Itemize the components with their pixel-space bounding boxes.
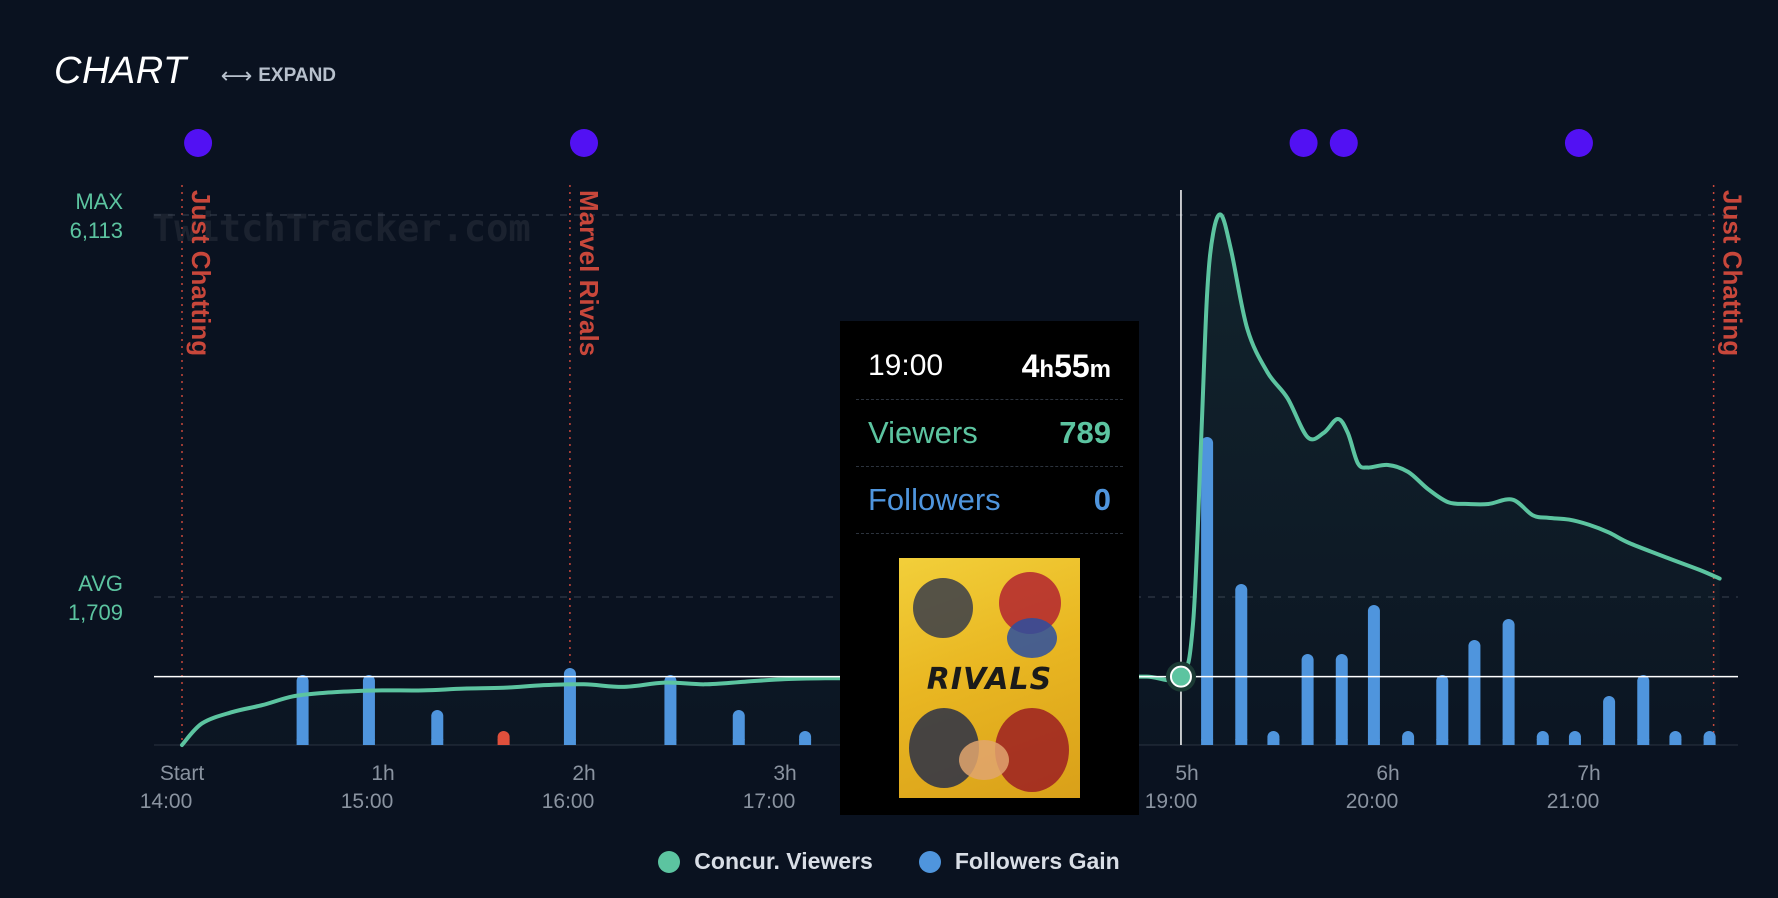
followers-bar-base — [799, 739, 812, 745]
followers-bar — [664, 675, 677, 745]
followers-bar-base — [1703, 739, 1716, 745]
followers-bar-base — [1335, 739, 1348, 745]
game-cover-image: RIVALS — [899, 558, 1080, 798]
tooltip-duration-minutes-unit: m — [1089, 355, 1111, 383]
legend-item-viewers[interactable]: Concur. Viewers — [658, 848, 873, 875]
tooltip-followers-value: 0 — [1093, 482, 1111, 517]
followers-bar-base — [732, 739, 745, 745]
expand-label: EXPAND — [258, 65, 337, 86]
x-tick-time: 15:00 — [341, 790, 394, 813]
expand-button[interactable]: ⟷ EXPAND — [221, 63, 336, 89]
followers-bar — [362, 675, 375, 745]
followers-bar — [296, 675, 309, 745]
viewers-line — [180, 212, 1722, 747]
game-change-label: Just Chatting — [1718, 190, 1748, 356]
followers-bar — [1301, 654, 1314, 745]
tooltip-duration-minutes: 55 — [1054, 347, 1090, 384]
followers-bar — [1468, 640, 1481, 745]
expand-arrows-icon: ⟷ — [220, 63, 253, 88]
x-tick-label: 1h — [371, 762, 394, 785]
followers-bar — [1637, 675, 1650, 745]
tooltip-time: 19:00 — [868, 349, 944, 382]
followers-bar — [1335, 654, 1348, 745]
followers-bar — [1235, 584, 1248, 745]
followers-bar-base — [1436, 739, 1449, 745]
legend-label-viewers: Concur. Viewers — [694, 848, 873, 874]
x-tick-label: 5h — [1175, 762, 1198, 785]
x-tick-label: 2h — [572, 762, 595, 785]
followers-bar — [1603, 696, 1616, 745]
event-marker — [184, 129, 213, 157]
legend-item-followers[interactable]: Followers Gain — [918, 848, 1120, 875]
event-marker — [570, 129, 598, 157]
tooltip-duration-hours: 4 — [1021, 347, 1040, 384]
avg-value: 1,709 — [68, 600, 123, 625]
followers-bar — [431, 710, 444, 745]
hover-point — [1169, 665, 1192, 688]
followers-bar — [1436, 675, 1449, 745]
tooltip-followers-row: Followers 0 — [856, 467, 1123, 534]
followers-bar-base — [1235, 739, 1248, 745]
max-label: MAX — [75, 189, 123, 214]
followers-bar-base — [1468, 739, 1481, 745]
followers-bar-base — [1568, 739, 1581, 745]
tooltip-viewers-value: 789 — [1059, 415, 1111, 450]
x-tick-label: Start — [160, 762, 205, 785]
game-cover-title: RIVALS — [926, 662, 1053, 697]
tooltip-duration-hours-unit: h — [1039, 355, 1055, 383]
legend-dot-viewers — [658, 850, 681, 873]
followers-bar — [1201, 437, 1214, 745]
followers-bar-base — [1502, 739, 1515, 745]
viewers-area — [182, 214, 1720, 746]
followers-bar — [732, 710, 745, 745]
followers-bar-base — [1669, 739, 1682, 745]
followers-bar — [563, 668, 576, 745]
followers-bar-base — [296, 739, 309, 745]
event-marker — [1289, 129, 1318, 157]
legend-dot-followers — [918, 850, 941, 873]
game-change-label: Just Chatting — [186, 190, 216, 356]
x-tick-time: 20:00 — [1346, 790, 1399, 813]
legend-label-followers: Followers Gain — [954, 848, 1120, 874]
x-tick-label: 6h — [1376, 762, 1399, 785]
followers-bar-base — [362, 739, 375, 745]
chart-legend: Concur. Viewers Followers Gain — [0, 848, 1778, 875]
followers-bar-base — [1367, 739, 1380, 745]
tooltip-viewers-label: Viewers — [868, 415, 978, 450]
x-tick-time: 14:00 — [140, 790, 193, 813]
x-tick-label: 3h — [773, 762, 796, 785]
followers-bar-base — [1201, 739, 1214, 745]
followers-bar-base — [563, 739, 576, 745]
hover-tooltip: 19:00 4h55m Viewers 789 Followers 0 RIVA… — [840, 321, 1139, 815]
watermark: TwitchTracker.com — [152, 207, 531, 250]
x-tick-label: 7h — [1577, 762, 1600, 785]
x-tick-time: 16:00 — [542, 790, 595, 813]
chart-header: CHART ⟷ EXPAND — [54, 50, 336, 93]
tooltip-duration: 4h55m — [1022, 348, 1111, 385]
chart-title: CHART — [54, 50, 187, 92]
followers-bar — [1367, 605, 1380, 745]
followers-bar-base — [1637, 739, 1650, 745]
followers-bar-base — [1267, 739, 1280, 745]
event-marker — [1329, 129, 1358, 157]
followers-bar-base — [664, 739, 677, 745]
x-tick-time: 19:00 — [1145, 790, 1198, 813]
avg-label: AVG — [78, 571, 123, 596]
followers-bar-base — [1402, 739, 1415, 745]
event-marker — [1564, 129, 1593, 157]
followers-bar — [1502, 619, 1515, 745]
game-change-label: Marvel Rivals — [574, 190, 604, 356]
followers-bar-base — [1301, 739, 1314, 745]
followers-bar-base — [1536, 739, 1549, 745]
followers-bar-base — [1603, 739, 1616, 745]
followers-bar-base — [431, 739, 444, 745]
tooltip-viewers-row: Viewers 789 — [856, 400, 1123, 467]
x-tick-time: 21:00 — [1547, 790, 1600, 813]
followers-bar-base — [497, 739, 510, 745]
tooltip-time-row: 19:00 4h55m — [856, 333, 1123, 400]
x-tick-time: 17:00 — [743, 790, 796, 813]
tooltip-followers-label: Followers — [868, 482, 1001, 517]
max-value: 6,113 — [70, 218, 123, 243]
